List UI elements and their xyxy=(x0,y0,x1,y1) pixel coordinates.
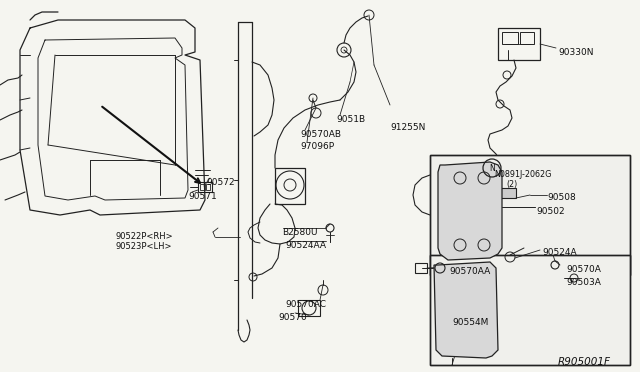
Text: 90523P<LH>: 90523P<LH> xyxy=(115,242,172,251)
Bar xyxy=(430,155,630,275)
Text: R905001F: R905001F xyxy=(558,357,611,367)
Text: B2580U: B2580U xyxy=(282,228,317,237)
Text: 90570AC: 90570AC xyxy=(285,300,326,309)
Bar xyxy=(430,255,630,365)
Text: 90522P<RH>: 90522P<RH> xyxy=(115,232,173,241)
Bar xyxy=(520,32,534,44)
Text: N0891J-2062G: N0891J-2062G xyxy=(494,170,552,179)
Bar xyxy=(275,168,305,204)
Text: (2): (2) xyxy=(506,180,517,189)
Bar xyxy=(200,184,205,190)
Bar xyxy=(415,263,427,273)
Bar xyxy=(498,28,540,60)
Bar xyxy=(500,188,516,198)
Text: 9051B: 9051B xyxy=(336,115,365,124)
Text: 90570AA: 90570AA xyxy=(449,267,490,276)
Text: 90572: 90572 xyxy=(206,178,235,187)
Text: 90570: 90570 xyxy=(278,313,307,322)
Bar xyxy=(298,300,320,316)
Text: 90571: 90571 xyxy=(188,192,217,201)
Text: 90502: 90502 xyxy=(536,207,564,216)
Text: 90554M: 90554M xyxy=(452,318,488,327)
Text: 90503A: 90503A xyxy=(566,278,601,287)
Text: 90570AB: 90570AB xyxy=(300,130,341,139)
Bar xyxy=(430,155,630,275)
Bar xyxy=(198,182,212,192)
Text: 90570A: 90570A xyxy=(566,265,601,274)
Text: 90330N: 90330N xyxy=(558,48,593,57)
Text: 90524AA: 90524AA xyxy=(285,241,326,250)
Text: 97096P: 97096P xyxy=(300,142,334,151)
Text: 90508: 90508 xyxy=(547,193,576,202)
Bar xyxy=(502,32,518,44)
Text: N: N xyxy=(489,164,495,173)
Polygon shape xyxy=(438,162,502,260)
Text: 91255N: 91255N xyxy=(390,123,426,132)
Bar xyxy=(430,255,630,365)
Polygon shape xyxy=(434,262,498,358)
Text: 90524A: 90524A xyxy=(542,248,577,257)
Bar xyxy=(206,184,210,190)
